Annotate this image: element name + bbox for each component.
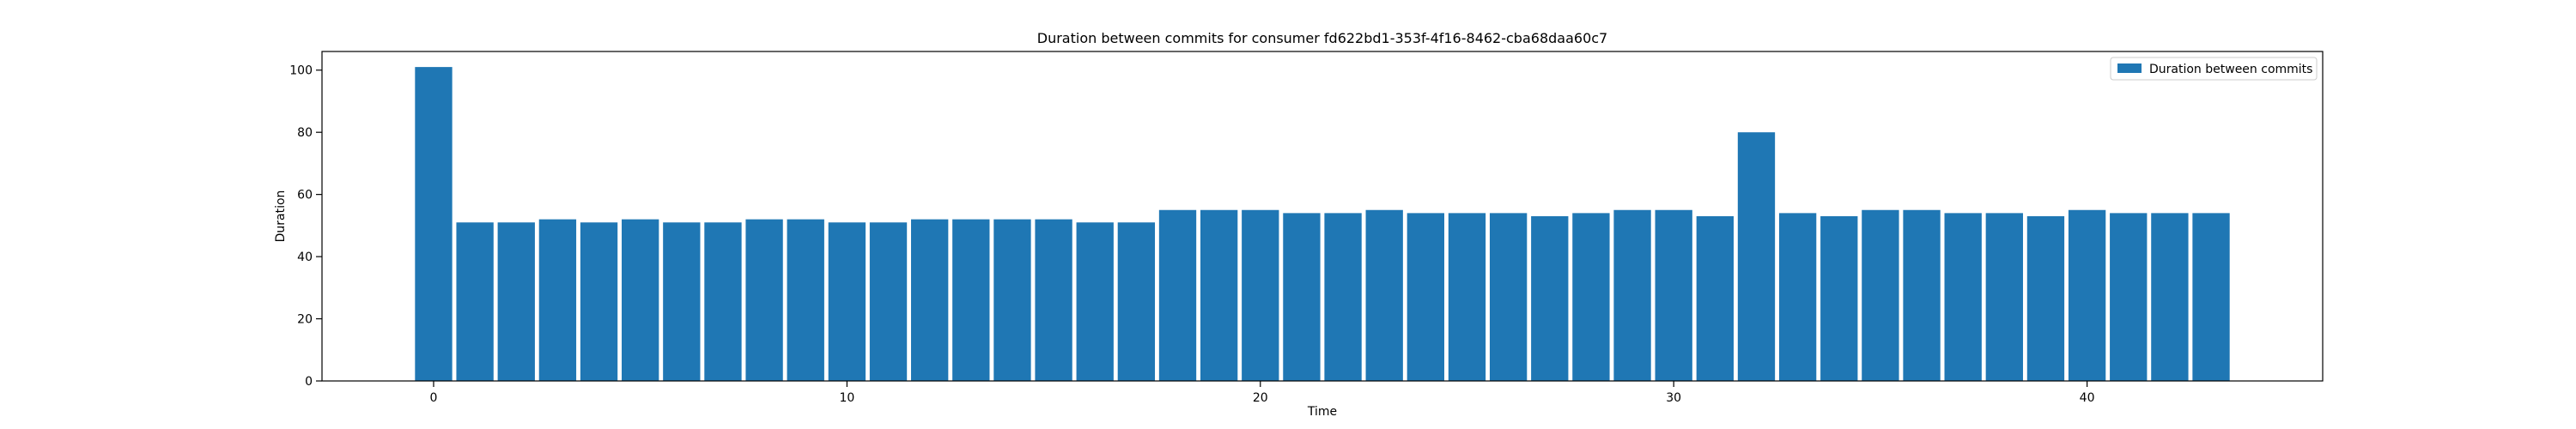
- x-axis-label: Time: [1307, 405, 1337, 419]
- y-tick-label: 20: [297, 313, 313, 327]
- x-tick-label: 20: [1253, 391, 1268, 405]
- bar: [538, 219, 577, 381]
- bar: [1406, 213, 1445, 381]
- y-tick-label: 100: [289, 64, 313, 78]
- bar: [622, 219, 659, 381]
- plot-frame: [321, 51, 2324, 382]
- bar: [745, 219, 783, 381]
- bar: [1283, 213, 1321, 381]
- bar: [2026, 216, 2065, 381]
- y-axis-label: Duration: [274, 190, 288, 243]
- bar: [1324, 213, 1362, 381]
- bar: [1076, 222, 1114, 381]
- bar: [2110, 213, 2148, 381]
- legend-swatch: [2117, 63, 2142, 73]
- y-tick-label: 60: [297, 189, 313, 202]
- bar: [1903, 209, 1941, 381]
- bar: [1820, 216, 1858, 381]
- bar: [1365, 209, 1403, 381]
- bar: [580, 222, 618, 381]
- bar: [456, 222, 494, 381]
- bar: [1778, 213, 1817, 381]
- bar: [1035, 219, 1072, 381]
- bar: [1737, 132, 1776, 382]
- bar: [1158, 209, 1197, 381]
- bar: [1655, 209, 1692, 381]
- bar: [2192, 213, 2230, 381]
- bar: [1985, 213, 2023, 381]
- bar: [1242, 209, 1279, 381]
- bar: [497, 222, 535, 381]
- bar: [787, 219, 824, 381]
- bar: [415, 67, 453, 381]
- x-tick-label: 30: [1666, 391, 1681, 405]
- bar: [1448, 213, 1486, 381]
- bar: [2068, 209, 2106, 381]
- x-tick-label: 40: [2080, 391, 2095, 405]
- bar: [993, 219, 1031, 381]
- bar: [663, 222, 701, 381]
- bar: [1572, 213, 1610, 381]
- x-axis: 0 10 20 30 40: [430, 381, 2095, 405]
- y-tick-label: 0: [305, 375, 313, 389]
- bar: [1944, 213, 1982, 381]
- chart-title: Duration between commits for consumer fd…: [1037, 30, 1607, 46]
- legend-label: Duration between commits: [2149, 63, 2312, 76]
- legend-box: [2110, 57, 2318, 81]
- bar-group: [415, 67, 2230, 382]
- legend: Duration between commits: [2110, 57, 2318, 81]
- bar: [952, 219, 990, 381]
- bar: [1696, 216, 1734, 381]
- x-tick-label: 10: [839, 391, 854, 405]
- y-tick-label: 80: [297, 126, 313, 140]
- bar: [828, 222, 866, 381]
- bar: [911, 219, 949, 381]
- bar: [1489, 213, 1528, 381]
- bar: [2151, 213, 2189, 381]
- y-axis: 0 20 40 60 80 100: [289, 64, 322, 389]
- x-tick-label: 0: [430, 391, 438, 405]
- bar: [704, 222, 742, 381]
- bar: [1117, 222, 1156, 381]
- bar: [1531, 216, 1569, 381]
- bar: [1613, 209, 1651, 381]
- bar: [869, 222, 908, 381]
- y-tick-label: 40: [297, 251, 313, 264]
- bar: [1200, 209, 1238, 381]
- bar: [1862, 209, 1899, 381]
